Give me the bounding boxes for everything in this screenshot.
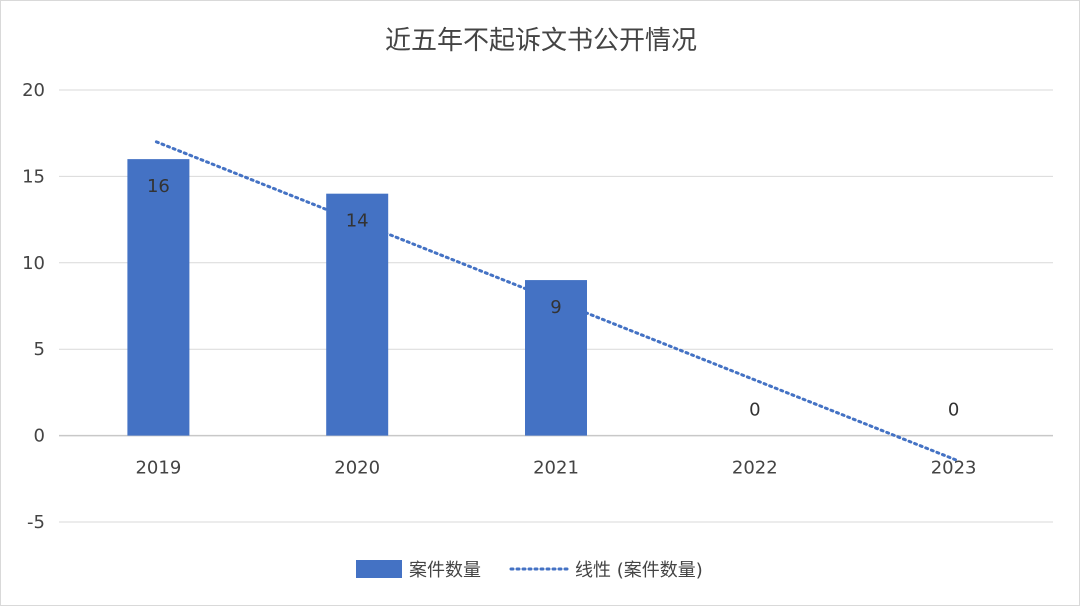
x-tick-label: 2019: [135, 458, 181, 479]
x-tick-label: 2022: [732, 458, 778, 479]
legend-label-series: 案件数量: [409, 560, 481, 581]
y-tick-label: 5: [34, 339, 45, 360]
chart-title: 近五年不起诉文书公开情况: [385, 26, 697, 56]
data-label: 0: [749, 400, 760, 421]
bar-2021: [525, 280, 587, 436]
x-tick-label: 2023: [931, 458, 977, 479]
y-tick-label: -5: [27, 512, 45, 533]
legend-label-trendline: 线性 (案件数量): [575, 560, 703, 581]
legend-swatch-bar: [356, 560, 402, 578]
x-tick-label: 2021: [533, 458, 579, 479]
data-label: 16: [147, 176, 170, 197]
bar-2020: [326, 193, 389, 436]
trendline: [154, 140, 958, 462]
x-tick-label: 2020: [334, 458, 380, 479]
y-tick-label: 20: [22, 80, 45, 101]
bar-2019: [127, 159, 190, 436]
data-label: 9: [550, 297, 561, 318]
legend: 案件数量 线性 (案件数量): [356, 560, 703, 581]
data-label: 14: [346, 211, 369, 232]
y-tick-label: 10: [22, 253, 45, 274]
y-tick-label: 15: [22, 166, 45, 187]
y-tick-label: 0: [34, 426, 45, 447]
data-label: 0: [948, 400, 959, 421]
